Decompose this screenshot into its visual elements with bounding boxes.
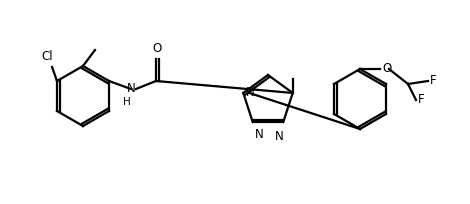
- Text: F: F: [418, 93, 424, 106]
- Text: N: N: [126, 82, 135, 95]
- Text: O: O: [152, 42, 162, 55]
- Text: F: F: [430, 73, 437, 86]
- Text: Cl: Cl: [41, 50, 53, 63]
- Text: N: N: [255, 128, 264, 141]
- Text: H: H: [123, 97, 131, 107]
- Text: O: O: [382, 62, 391, 75]
- Text: N: N: [246, 86, 255, 100]
- Text: N: N: [275, 130, 284, 143]
